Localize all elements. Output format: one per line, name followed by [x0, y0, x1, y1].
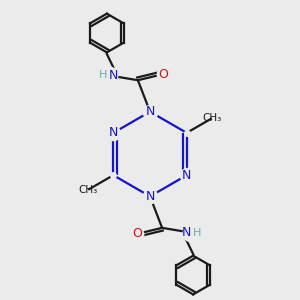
Text: CH₃: CH₃: [202, 113, 221, 123]
Text: N: N: [145, 105, 155, 118]
Text: N: N: [109, 69, 118, 82]
Text: O: O: [158, 68, 168, 81]
Text: O: O: [132, 227, 142, 240]
Text: N: N: [109, 126, 118, 140]
Text: H: H: [99, 70, 107, 80]
Text: N: N: [182, 169, 191, 182]
Text: CH₃: CH₃: [79, 185, 98, 195]
Text: N: N: [182, 226, 191, 239]
Text: H: H: [193, 229, 201, 238]
Text: N: N: [145, 190, 155, 203]
